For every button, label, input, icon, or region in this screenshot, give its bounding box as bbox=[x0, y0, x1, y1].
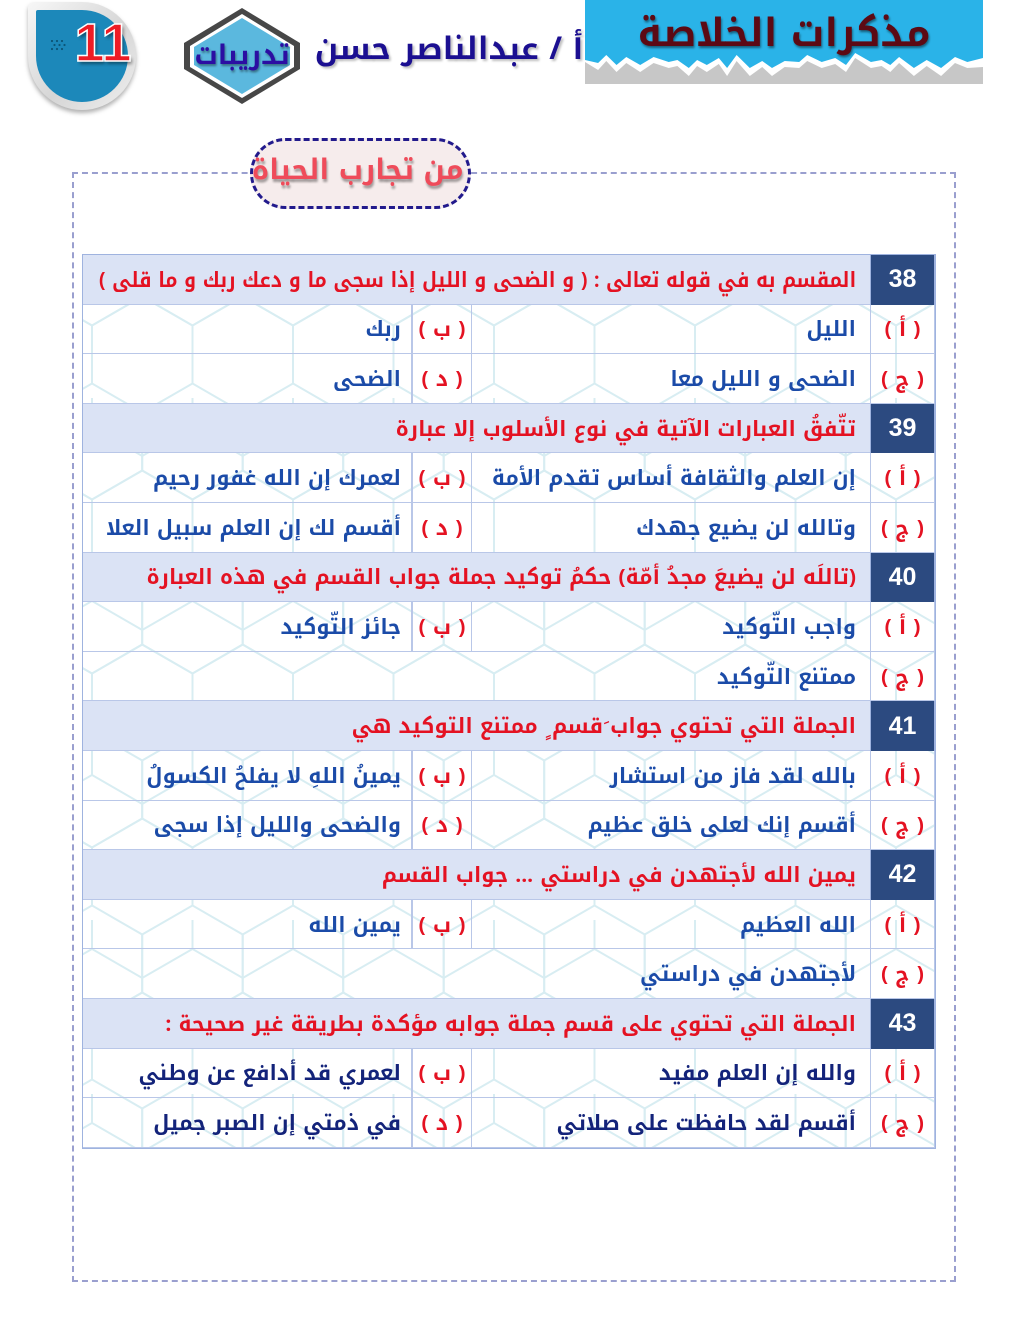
svg-text:مذكرات الخلاصة: مذكرات الخلاصة bbox=[638, 0, 931, 70]
svg-text:تدريبات: تدريبات bbox=[194, 29, 289, 81]
